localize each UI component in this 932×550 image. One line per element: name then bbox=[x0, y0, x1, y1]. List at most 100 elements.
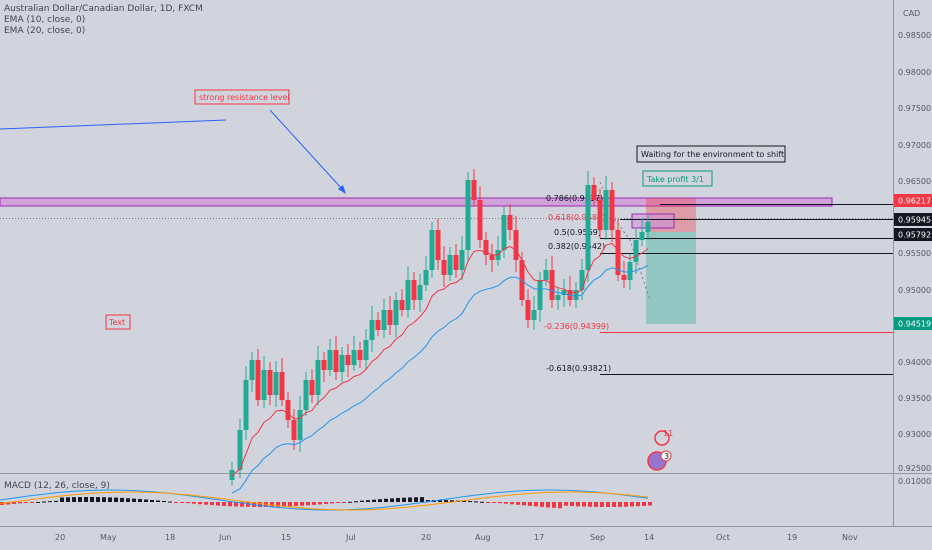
macd-bar bbox=[336, 502, 340, 503]
candle-body bbox=[273, 372, 279, 395]
macd-bar bbox=[534, 502, 538, 507]
macd-bar bbox=[438, 500, 442, 502]
macd-bar bbox=[318, 502, 322, 505]
candle-body bbox=[543, 270, 549, 280]
resistance-note-box[interactable] bbox=[194, 89, 290, 105]
time-axis-label: Jun bbox=[218, 533, 232, 542]
macd-bar bbox=[594, 502, 598, 507]
time-axis-label: Jul bbox=[345, 533, 356, 542]
macd-bar bbox=[444, 500, 448, 502]
macd-bar bbox=[6, 502, 10, 505]
macd-bar bbox=[102, 497, 106, 502]
price-tag-96217[interactable] bbox=[894, 194, 932, 207]
macd-bar bbox=[630, 502, 634, 507]
arrow-head-icon bbox=[338, 185, 346, 194]
macd-bar bbox=[450, 500, 454, 502]
candle-body bbox=[381, 310, 387, 330]
macd-bar bbox=[186, 502, 190, 504]
candle-body bbox=[411, 280, 417, 300]
event-badge-icon[interactable] bbox=[654, 430, 670, 446]
macd-bar bbox=[486, 502, 490, 503]
candle-body bbox=[507, 215, 513, 230]
macd-bar bbox=[390, 498, 394, 502]
entry-zone[interactable] bbox=[631, 213, 675, 229]
symbol-title[interactable]: Australian Dollar/Canadian Dollar, 1D, F… bbox=[4, 4, 203, 14]
candle-body bbox=[459, 250, 465, 270]
ema-10-legend[interactable]: EMA (10, close, 0) bbox=[4, 15, 86, 25]
macd-legend[interactable]: MACD (12, 26, close, 9) bbox=[4, 481, 110, 491]
candle-body bbox=[603, 190, 609, 230]
fib-label-5: 0.5(0.9569) bbox=[554, 228, 601, 237]
macd-bar bbox=[642, 502, 646, 506]
macd-bar bbox=[210, 502, 214, 506]
price-tag-95945[interactable] bbox=[894, 213, 932, 226]
resistance-note: strong resistance level bbox=[199, 93, 290, 102]
macd-bar bbox=[528, 502, 532, 506]
macd-bar bbox=[402, 497, 406, 502]
candle-body bbox=[447, 255, 453, 275]
candle-body bbox=[477, 200, 483, 240]
candle-body bbox=[363, 340, 369, 360]
take-profit-box[interactable] bbox=[642, 170, 713, 187]
macd-bar bbox=[150, 499, 154, 502]
time-axis-label: 14 bbox=[644, 533, 654, 542]
candle-body bbox=[267, 370, 273, 395]
fib-label-neg236: -0.236(0.94399) bbox=[544, 322, 609, 331]
resistance-zone[interactable] bbox=[0, 197, 833, 207]
fib-label-786: 0.786(0.9617) bbox=[546, 194, 603, 203]
candle-body bbox=[513, 230, 519, 260]
price-axis-label: 0.93500 bbox=[898, 394, 931, 403]
price-tag-94519[interactable] bbox=[894, 317, 932, 330]
candle-body bbox=[609, 190, 615, 230]
macd-bar bbox=[294, 502, 298, 507]
candle-body bbox=[243, 380, 249, 430]
macd-bar bbox=[36, 501, 40, 503]
macd-bar bbox=[504, 502, 508, 504]
macd-bar bbox=[12, 502, 16, 504]
ema-20-line bbox=[231, 265, 649, 494]
target-zone[interactable] bbox=[646, 232, 696, 324]
macd-bar bbox=[540, 502, 544, 507]
macd-bar bbox=[204, 502, 208, 505]
price-pane[interactable] bbox=[0, 0, 893, 473]
macd-bar bbox=[234, 502, 238, 507]
macd-bar bbox=[180, 502, 184, 503]
macd-bar bbox=[108, 497, 112, 502]
macd-bar bbox=[288, 502, 292, 507]
arrow-line[interactable] bbox=[269, 109, 344, 191]
time-axis-label: Sep bbox=[590, 533, 605, 542]
ema-20-legend[interactable]: EMA (20, close, 0) bbox=[4, 26, 86, 36]
macd-bar bbox=[120, 497, 124, 502]
waiting-note-box[interactable] bbox=[636, 145, 786, 163]
time-axis-label: Oct bbox=[716, 533, 730, 542]
fib-label-618: 0.618(0.9586) bbox=[548, 213, 605, 222]
price-tag-label: 0.96217 bbox=[898, 197, 931, 206]
macd-bar bbox=[516, 502, 520, 505]
candle-body bbox=[297, 410, 303, 440]
macd-bar bbox=[576, 502, 580, 507]
candle-body bbox=[345, 355, 351, 365]
candle-body bbox=[261, 370, 267, 400]
macd-bar bbox=[636, 502, 640, 507]
macd-bar bbox=[408, 497, 412, 502]
macd-bar bbox=[588, 502, 592, 507]
price-axis-label: 0.94000 bbox=[898, 358, 931, 367]
price-tag-95792[interactable] bbox=[894, 228, 932, 241]
macd-bar bbox=[342, 502, 346, 503]
price-axis-label: 0.98500 bbox=[898, 31, 931, 40]
candle-body bbox=[645, 222, 651, 232]
candle-body bbox=[405, 280, 411, 310]
macd-bar bbox=[114, 497, 118, 502]
text-note-box[interactable] bbox=[105, 314, 131, 330]
macd-pane[interactable] bbox=[0, 474, 893, 526]
trend-line[interactable] bbox=[0, 119, 227, 130]
candle-body bbox=[579, 270, 585, 290]
macd-bar bbox=[366, 500, 370, 502]
time-axis-label: 19 bbox=[787, 533, 797, 542]
candle-body bbox=[249, 360, 255, 380]
macd-bar bbox=[306, 502, 310, 506]
macd-bar bbox=[474, 501, 478, 503]
candle-body bbox=[327, 350, 333, 370]
macd-bar bbox=[564, 502, 568, 506]
